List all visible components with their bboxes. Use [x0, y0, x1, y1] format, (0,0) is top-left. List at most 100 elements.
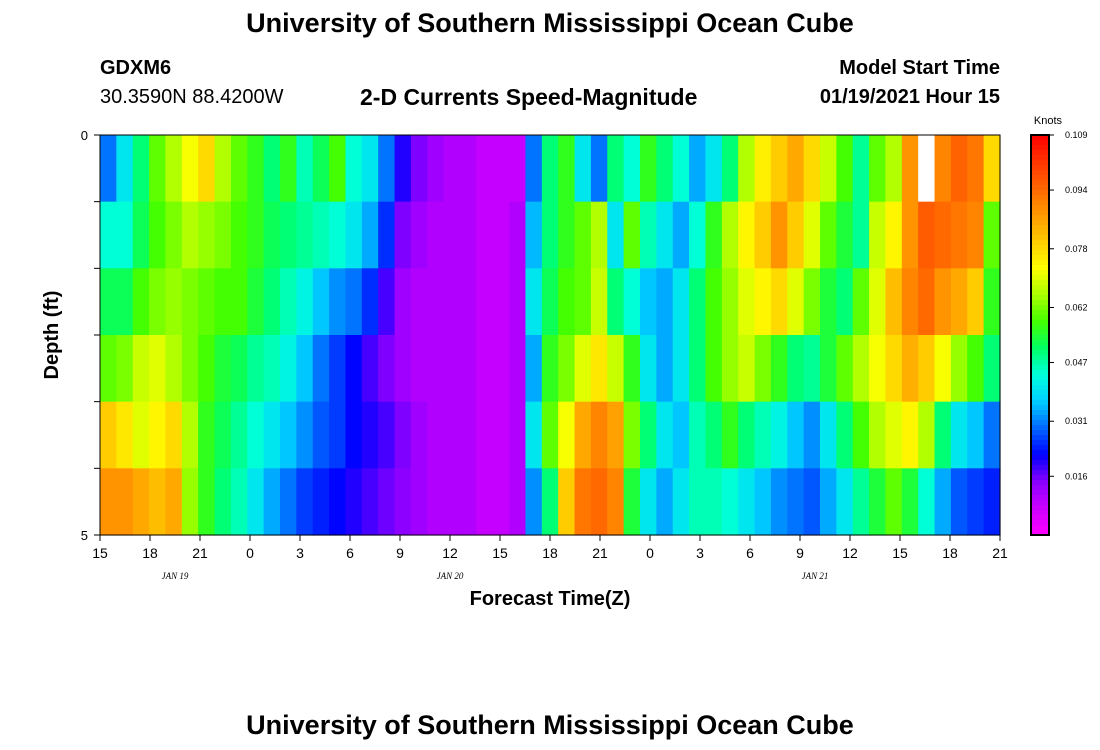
heatmap-cell [492, 201, 510, 269]
heatmap-cell [721, 401, 739, 469]
heatmap-cell [836, 201, 854, 269]
heatmap-cell [820, 135, 837, 203]
y-axis-label: Depth (ft) [41, 291, 63, 380]
colorbar-tick-label: 0.016 [1065, 471, 1088, 481]
heatmap-cell [607, 335, 625, 403]
heatmap-cell [476, 268, 494, 336]
heatmap-cell [394, 468, 412, 536]
heatmap-cell [574, 335, 592, 403]
heatmap-cell [165, 201, 183, 269]
heatmap-cell [852, 201, 870, 269]
colorbar-segment [1031, 375, 1049, 381]
heatmap-cell [803, 135, 821, 203]
heatmap-cell [149, 335, 167, 403]
x-tick-label: 3 [696, 545, 704, 561]
heatmap-cell [967, 268, 985, 336]
colorbar-segment [1031, 325, 1049, 331]
heatmap-cell [509, 201, 527, 269]
heatmap-cell [214, 401, 232, 469]
page-title: University of Southern Mississippi Ocean… [246, 8, 854, 38]
heatmap-cell [754, 401, 772, 469]
heatmap-cell [934, 468, 952, 536]
colorbar-segment [1031, 275, 1049, 281]
heatmap-cell [640, 268, 657, 336]
heatmap-cell [263, 335, 281, 403]
station-location: 30.3590N 88.4200W [100, 86, 284, 108]
heatmap-cell [280, 335, 297, 403]
heatmap-cell [394, 135, 412, 203]
heatmap-cell [460, 401, 477, 469]
heatmap-cell [509, 335, 527, 403]
heatmap-cell [623, 135, 641, 203]
x-tick-label: 21 [192, 545, 208, 561]
heatmap-cell [165, 268, 183, 336]
heatmap-cell [525, 335, 543, 403]
colorbar-segment [1031, 530, 1049, 536]
heatmap-cell [950, 135, 968, 203]
colorbar-segment [1031, 400, 1049, 406]
heatmap-cell [492, 268, 510, 336]
colorbar-segment [1031, 270, 1049, 276]
colorbar-segment [1031, 150, 1049, 156]
heatmap-cell [934, 268, 952, 336]
heatmap-cell [263, 268, 281, 336]
heatmap-cell [721, 468, 739, 536]
heatmap-cell [100, 335, 117, 403]
x-tick-label: 3 [296, 545, 304, 561]
heatmap-cell [558, 468, 576, 536]
heatmap-cell [345, 335, 363, 403]
heatmap-cell [443, 335, 461, 403]
colorbar-segment [1031, 285, 1049, 291]
heatmap-cell [312, 135, 330, 203]
heatmap-cell [247, 201, 265, 269]
heatmap-cell [869, 468, 887, 536]
heatmap-cell [427, 468, 445, 536]
colorbar-segment [1031, 280, 1049, 286]
heatmap-cell [770, 268, 788, 336]
heatmap-cell [738, 201, 756, 269]
colorbar-segment [1031, 195, 1049, 201]
heatmap-cell [967, 201, 985, 269]
heatmap-cell [934, 335, 952, 403]
heatmap-cell [983, 201, 1001, 269]
heatmap-cell [329, 468, 347, 536]
heatmap-cell [492, 135, 510, 203]
heatmap-cell [427, 335, 445, 403]
heatmap-cell [460, 135, 477, 203]
colorbar-segment [1031, 210, 1049, 216]
colorbar-segment [1031, 175, 1049, 181]
heatmap-cell [721, 201, 739, 269]
heatmap-cell [623, 401, 641, 469]
heatmap-cell [852, 335, 870, 403]
heatmap-cell [525, 201, 543, 269]
heatmap-cell [296, 201, 314, 269]
heatmap-cell [885, 335, 903, 403]
heatmap-cell [934, 401, 952, 469]
heatmap-cell [361, 135, 379, 203]
colorbar-segment [1031, 460, 1049, 466]
colorbar-segment [1031, 335, 1049, 341]
heatmap-cell [934, 135, 952, 203]
heatmap-cell [967, 401, 985, 469]
heatmap-cell [378, 135, 396, 203]
heatmap-cell [476, 468, 494, 536]
heatmap-cell [100, 135, 117, 203]
heatmap-cell [869, 335, 887, 403]
heatmap-cell [950, 335, 968, 403]
heatmap-cell [689, 468, 707, 536]
heatmap-cell [509, 135, 527, 203]
heatmap-cell [590, 335, 608, 403]
heatmap-cell [558, 135, 576, 203]
colorbar-segment [1031, 370, 1049, 376]
heatmap-cell [116, 268, 134, 336]
x-tick-label: 0 [246, 545, 254, 561]
heatmap-cell [345, 268, 363, 336]
heatmap-cell [918, 135, 936, 203]
heatmap-cell [378, 468, 396, 536]
heatmap-cell [836, 401, 854, 469]
x-tick-label: 9 [396, 545, 404, 561]
colorbar-segment [1031, 205, 1049, 211]
heatmap-cell [460, 268, 477, 336]
heatmap-cell [361, 468, 379, 536]
x-tick-label: 18 [942, 545, 958, 561]
